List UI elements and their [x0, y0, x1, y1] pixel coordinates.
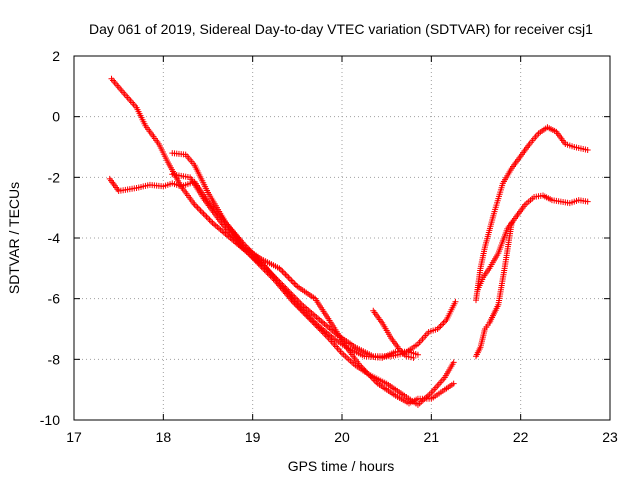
x-axis-label: GPS time / hours	[288, 458, 395, 474]
data-point	[280, 269, 287, 276]
data-point	[303, 312, 310, 319]
data-point	[400, 350, 407, 357]
data-point	[205, 215, 211, 222]
series-track-8	[473, 219, 515, 360]
data-series	[106, 75, 591, 408]
series-track-7	[474, 192, 591, 293]
data-point	[508, 219, 515, 226]
data-point	[279, 268, 286, 275]
data-point	[292, 282, 299, 289]
y-tick-label: -6	[48, 291, 61, 307]
data-point	[437, 322, 444, 329]
x-tick-label: 22	[513, 429, 529, 445]
data-point	[291, 280, 298, 287]
data-point	[199, 209, 206, 216]
data-point	[194, 204, 201, 211]
data-point	[286, 275, 293, 282]
series-track-6	[473, 124, 591, 304]
data-point	[439, 321, 446, 328]
data-point	[193, 203, 200, 210]
data-point	[289, 278, 296, 285]
data-point	[324, 333, 331, 340]
data-point	[310, 319, 317, 326]
data-point	[207, 218, 214, 225]
data-point	[288, 277, 295, 284]
y-tick-label: -8	[48, 351, 61, 367]
series-track-5	[370, 307, 417, 361]
chart-title: Day 061 of 2019, Sidereal Day-to-day VTE…	[89, 21, 593, 37]
series-track-4	[169, 171, 457, 408]
x-tick-label: 19	[245, 429, 261, 445]
x-tick-label: 23	[602, 429, 618, 445]
data-point	[200, 210, 207, 217]
data-point	[307, 316, 314, 323]
data-point	[197, 207, 204, 214]
data-point	[203, 213, 210, 220]
data-point	[450, 359, 457, 366]
grid	[74, 56, 610, 420]
series-track-1	[108, 75, 459, 360]
y-tick-label: -4	[48, 230, 61, 246]
y-tick-label: -2	[48, 169, 61, 185]
data-point	[202, 212, 209, 219]
data-point	[414, 351, 421, 358]
tick-labels: 17 18 19 20 21 22 23 -10 -8 -6 -4 -2 0 2	[40, 48, 618, 445]
data-point	[584, 147, 591, 154]
data-point	[304, 313, 311, 320]
series-track-3	[169, 150, 457, 407]
data-point	[206, 216, 213, 223]
data-point	[294, 303, 301, 310]
data-point	[452, 298, 459, 305]
data-point	[440, 319, 447, 326]
x-tick-label: 18	[156, 429, 172, 445]
data-point	[306, 315, 313, 322]
data-point	[450, 380, 457, 387]
data-point	[584, 198, 591, 205]
y-tick-label: 2	[52, 48, 60, 64]
y-tick-label: -10	[40, 412, 60, 428]
x-tick-label: 17	[66, 429, 82, 445]
axis-ticks	[73, 55, 611, 421]
data-point	[285, 274, 292, 281]
y-tick-label: 0	[52, 109, 60, 125]
data-point	[196, 206, 203, 213]
x-tick-label: 20	[334, 429, 350, 445]
data-point	[309, 318, 316, 325]
x-tick-label: 21	[424, 429, 440, 445]
data-point	[282, 271, 289, 278]
data-point	[283, 272, 290, 279]
y-axis-label: SDTVAR / TECUs	[6, 182, 22, 294]
data-point	[410, 354, 417, 361]
